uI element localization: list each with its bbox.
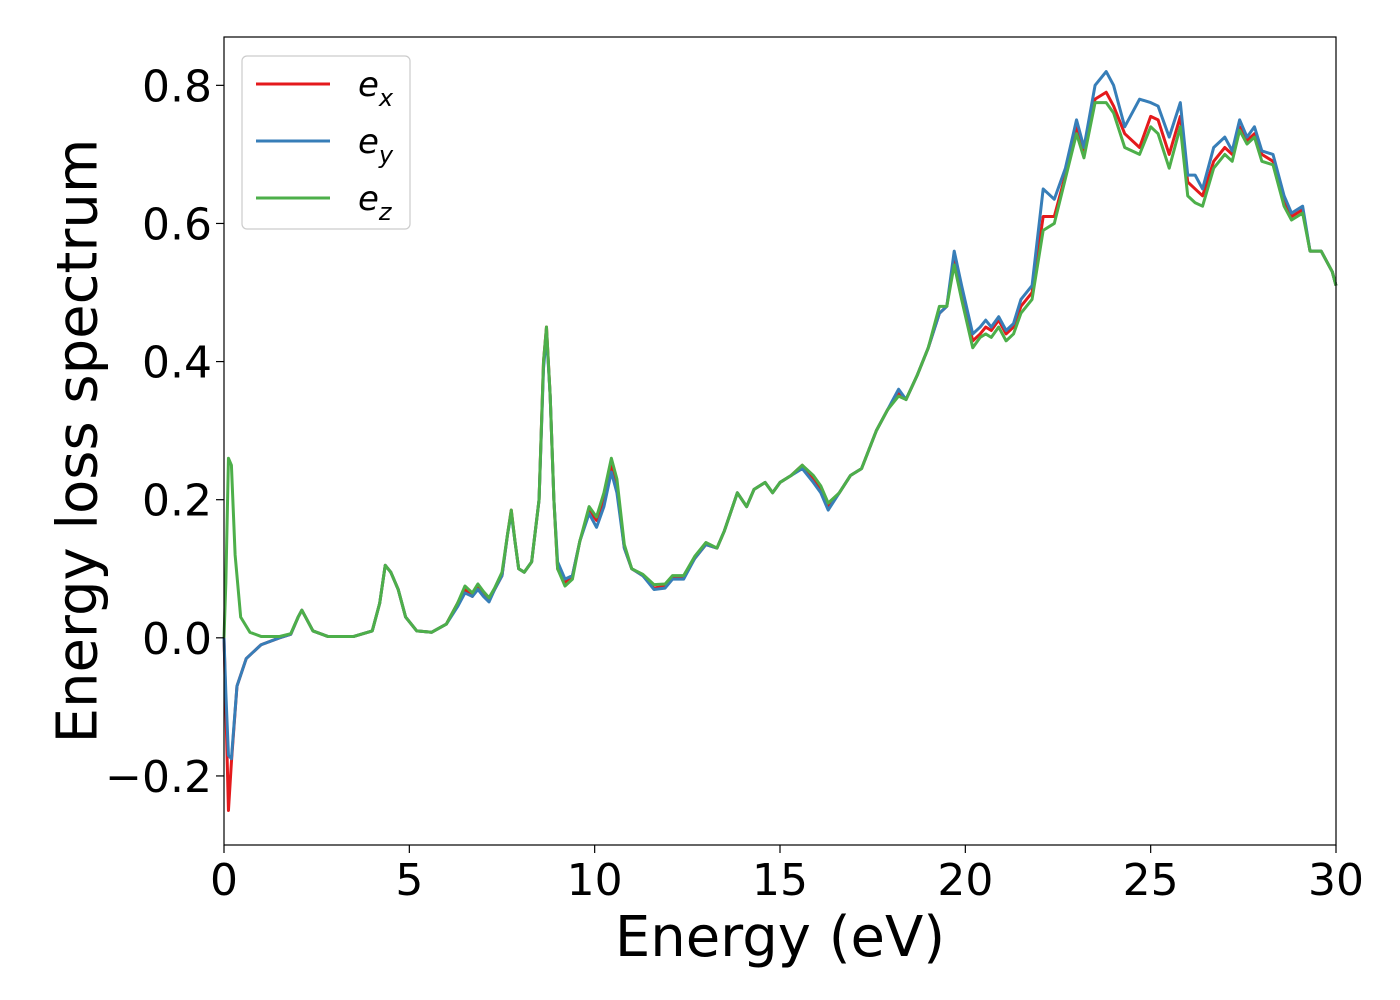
y-axis-title: Energy loss spectrum: [46, 139, 111, 744]
legend-label-e_z: ez: [358, 179, 393, 226]
y-tick-label: 0.2: [142, 476, 212, 527]
y-tick-label: 0.4: [142, 338, 212, 389]
x-axis-title: Energy (eV): [615, 905, 945, 970]
x-tick-label: 25: [1123, 855, 1179, 906]
y-tick-label: 0.6: [142, 199, 212, 250]
x-tick-label: 30: [1308, 855, 1364, 906]
x-tick-label: 0: [210, 855, 238, 906]
x-tick-label: 5: [395, 855, 423, 906]
series-line-e_z: [222, 101, 1338, 638]
x-tick-label: 10: [567, 855, 623, 906]
legend-label-e_x: ex: [358, 65, 394, 112]
x-tick-label: 20: [937, 855, 993, 906]
y-axis: −0.2 0.0 0.2 0.4 0.6 0.8: [105, 61, 224, 803]
y-tick-label: 0.0: [142, 614, 212, 665]
x-axis: 0 5 10 15 20 25 30: [210, 845, 1364, 906]
legend: ex ey ez: [241, 55, 411, 230]
series-layer: [222, 70, 1338, 812]
y-tick-label: 0.8: [142, 61, 212, 112]
y-tick-label: −0.2: [105, 752, 212, 803]
legend-label-e_y: ey: [358, 122, 394, 169]
x-tick-label: 15: [752, 855, 808, 906]
